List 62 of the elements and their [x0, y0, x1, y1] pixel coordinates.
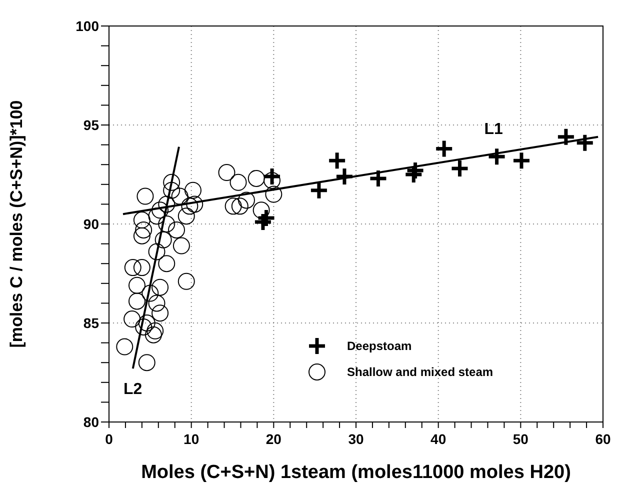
point: [368, 168, 388, 188]
x-tick-label: 50: [512, 431, 529, 447]
x-axis-title: Moles (C+S+N) 1steam (moles11000 moles H20): [141, 462, 571, 483]
point: [218, 164, 236, 182]
point: [158, 255, 176, 272]
point: [172, 237, 190, 254]
point: [178, 272, 195, 290]
y-tick-label: 85: [83, 314, 100, 331]
point: [512, 150, 532, 170]
point: [133, 259, 150, 276]
point: [163, 174, 180, 191]
x-tick-label: 10: [184, 431, 200, 447]
point: [434, 139, 454, 159]
point: [124, 259, 142, 276]
point: [116, 338, 134, 356]
y-tick-label: 80: [83, 414, 100, 430]
annotation: L1: [484, 120, 503, 138]
point: [136, 188, 154, 205]
point: [327, 150, 347, 170]
y-axis-title: [moles C / moles (C+S+N)]*100: [7, 100, 26, 348]
point: [487, 146, 507, 166]
point: [256, 208, 276, 228]
point: [248, 170, 265, 187]
point: [144, 326, 162, 344]
point: [334, 166, 354, 186]
point: [556, 127, 576, 147]
point: [230, 174, 247, 191]
point: [265, 186, 282, 203]
point: [152, 278, 169, 296]
point: [128, 292, 146, 310]
point: [575, 133, 595, 153]
y-tick-label: 100: [76, 18, 100, 34]
point: [238, 192, 255, 209]
legend-label: Deepstoam: [347, 339, 412, 353]
point: [406, 160, 426, 180]
annotation: L2: [124, 380, 142, 398]
point: [148, 294, 166, 312]
y-tick-label: 90: [83, 216, 100, 232]
x-tick-label: 0: [105, 431, 114, 447]
y-tick-label: 95: [83, 116, 100, 133]
point: [184, 182, 202, 199]
point: [128, 276, 146, 294]
x-tick-label: 30: [348, 431, 364, 447]
point: [178, 208, 195, 225]
point: [138, 354, 156, 372]
point: [133, 227, 150, 244]
point: [146, 322, 164, 340]
x-tick-label: 20: [266, 431, 282, 447]
point: [262, 166, 282, 186]
legend-label: Shallow and mixed steam: [347, 365, 494, 379]
point: [135, 221, 152, 238]
x-tick-label: 40: [430, 431, 446, 447]
x-tick-label: 60: [595, 431, 611, 447]
point: [168, 221, 186, 238]
point: [450, 158, 470, 178]
point: [152, 304, 169, 322]
point: [186, 196, 204, 213]
point: [253, 212, 273, 232]
point: [148, 243, 166, 260]
point: [224, 198, 242, 215]
point: [124, 310, 141, 328]
point: [231, 198, 248, 215]
